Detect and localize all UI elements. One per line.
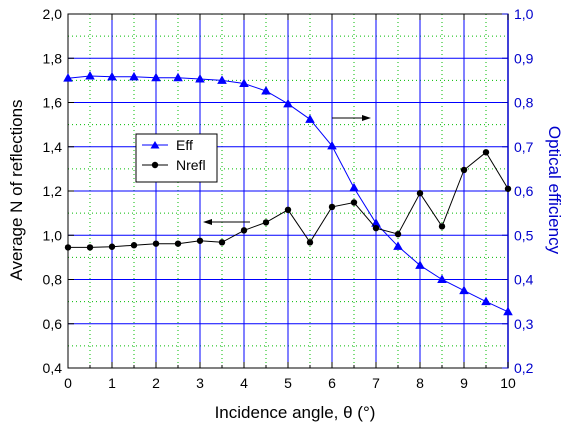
y-right-tick-label: 0,4 [514, 272, 534, 288]
y-left-tick-label: 1,4 [43, 139, 63, 155]
data-point-eff [481, 296, 491, 306]
arrow-to-right-axis-head [362, 115, 371, 121]
y-right-tick-label: 0,8 [514, 95, 534, 111]
data-point-eff [305, 114, 315, 123]
data-point-nrefl [174, 240, 182, 247]
data-point-nrefl [64, 244, 72, 251]
data-point-nrefl [284, 206, 292, 214]
y-right-tick-label: 0,5 [514, 227, 534, 243]
data-point-eff [85, 70, 95, 80]
x-tick-label: 8 [416, 375, 424, 391]
x-tick-label: 9 [460, 375, 468, 391]
x-tick-label: 4 [240, 375, 248, 391]
legend-nrefl-marker [151, 161, 159, 169]
x-tick-label: 3 [196, 375, 204, 391]
legend-box [135, 133, 218, 183]
data-point-nrefl [306, 239, 314, 246]
data-point-nrefl [372, 224, 380, 232]
y-left-tick-label: 0,8 [43, 272, 63, 288]
legend: Eff Nrefl [135, 133, 218, 183]
x-tick-label: 7 [372, 375, 380, 391]
data-point-eff [129, 71, 139, 81]
data-point-eff [239, 78, 249, 87]
x-axis-label: Incidence angle, θ (°) [215, 403, 376, 422]
y-right-tick-label: 0,6 [514, 183, 534, 199]
series-layer [63, 70, 513, 316]
data-point-nrefl [130, 242, 138, 249]
x-tick-label: 6 [328, 375, 336, 391]
y-axis-label-left: Average N of reflections [7, 99, 26, 280]
y-left-tick-label: 0,6 [43, 316, 63, 332]
y-left-tick-label: 1,8 [43, 50, 63, 66]
data-point-eff [283, 98, 293, 108]
data-point-nrefl [108, 243, 116, 250]
legend-eff-marker [150, 141, 160, 149]
y-right-tick-label: 0,7 [514, 139, 534, 155]
annotations [203, 115, 371, 225]
data-point-eff [63, 73, 73, 82]
data-point-nrefl [328, 203, 336, 211]
data-point-eff [437, 274, 447, 283]
y-left-tick-label: 1,2 [43, 183, 63, 199]
data-point-eff [151, 72, 161, 82]
data-point-eff [107, 71, 117, 81]
data-point-eff [503, 306, 513, 316]
data-point-nrefl [262, 219, 270, 226]
data-point-eff [327, 140, 337, 150]
arrow-to-left-axis-head [203, 219, 212, 225]
data-point-nrefl [460, 166, 468, 174]
legend-nrefl-label: Nrefl [176, 157, 206, 173]
data-point-eff [459, 285, 469, 295]
data-point-eff [173, 72, 183, 82]
y-left-tick-label: 1,6 [43, 95, 63, 111]
data-point-eff [349, 182, 359, 192]
y-left-tick-label: 2,0 [43, 6, 63, 22]
data-point-nrefl [482, 149, 490, 156]
y-right-tick-label: 0,2 [514, 360, 534, 376]
data-point-nrefl [218, 239, 226, 246]
data-point-eff [195, 74, 205, 83]
data-point-eff [217, 75, 227, 84]
y-right-tick-label: 0,9 [514, 50, 534, 66]
data-point-nrefl [86, 244, 94, 251]
data-point-eff [261, 85, 271, 95]
x-tick-label: 10 [500, 375, 516, 391]
x-tick-label: 1 [108, 375, 116, 391]
legend-eff-label: Eff [176, 137, 193, 153]
data-point-nrefl [504, 185, 512, 192]
data-point-nrefl [152, 240, 160, 247]
x-tick-label: 2 [152, 375, 160, 391]
data-point-eff [393, 241, 403, 250]
tick-labels: 0 1 2 3 4 5 6 7 8 9 10 0,4 0,6 0,8 1,0 1,2 1,4 1,6 1,8 2,0 0… [43, 6, 534, 391]
data-point-nrefl [438, 223, 446, 230]
axis-ticks [67, 13, 509, 369]
y-right-tick-label: 0,3 [514, 316, 534, 332]
y-left-tick-label: 0,4 [43, 360, 63, 376]
data-point-nrefl [416, 190, 424, 197]
data-point-nrefl [240, 227, 248, 234]
y-left-tick-label: 1,0 [43, 227, 63, 243]
data-point-eff [415, 260, 425, 269]
x-tick-label: 0 [64, 375, 72, 391]
y-right-tick-label: 1,0 [514, 6, 534, 22]
data-point-nrefl [196, 237, 204, 244]
y-axis-label-right: Optical efficiency [545, 126, 564, 255]
data-point-nrefl [350, 199, 358, 206]
x-tick-label: 5 [284, 375, 292, 391]
data-point-nrefl [394, 230, 402, 238]
